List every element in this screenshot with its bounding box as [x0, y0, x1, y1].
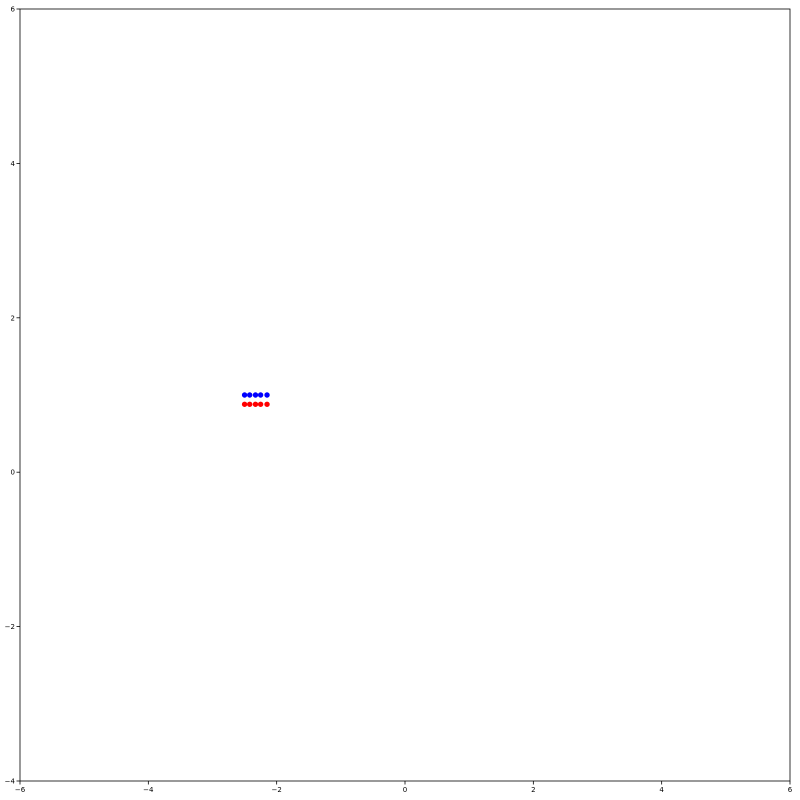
data-points	[241, 392, 270, 407]
x-tick-label: 0	[403, 786, 407, 794]
data-point	[247, 401, 253, 407]
data-point	[252, 392, 259, 398]
x-tick-label: 2	[531, 786, 535, 794]
data-point	[241, 401, 248, 407]
plot-area	[19, 8, 791, 782]
x-tick-label: −6	[15, 786, 26, 794]
y-tick-label: −2	[5, 623, 15, 631]
data-point	[264, 401, 270, 407]
x-tick-label: −2	[272, 786, 282, 794]
data-point	[247, 392, 253, 398]
data-point	[264, 392, 270, 398]
y-tick-label: −4	[5, 778, 16, 786]
y-tick-label: 4	[11, 160, 16, 168]
y-tick-label: 2	[11, 314, 15, 322]
data-point	[252, 401, 259, 407]
y-tick-label: 0	[11, 469, 15, 477]
x-axis-ticks: −6 −4 −2 0 2 4 6	[15, 781, 793, 794]
x-tick-label: −4	[143, 786, 154, 794]
data-point	[257, 392, 264, 398]
data-point	[241, 392, 248, 398]
x-tick-label: 6	[788, 786, 793, 794]
y-tick-label: 6	[11, 6, 16, 14]
x-tick-label: 4	[659, 786, 664, 794]
data-point	[257, 401, 264, 407]
y-axis-ticks: −4 −2 0 2 4 6	[5, 6, 20, 786]
